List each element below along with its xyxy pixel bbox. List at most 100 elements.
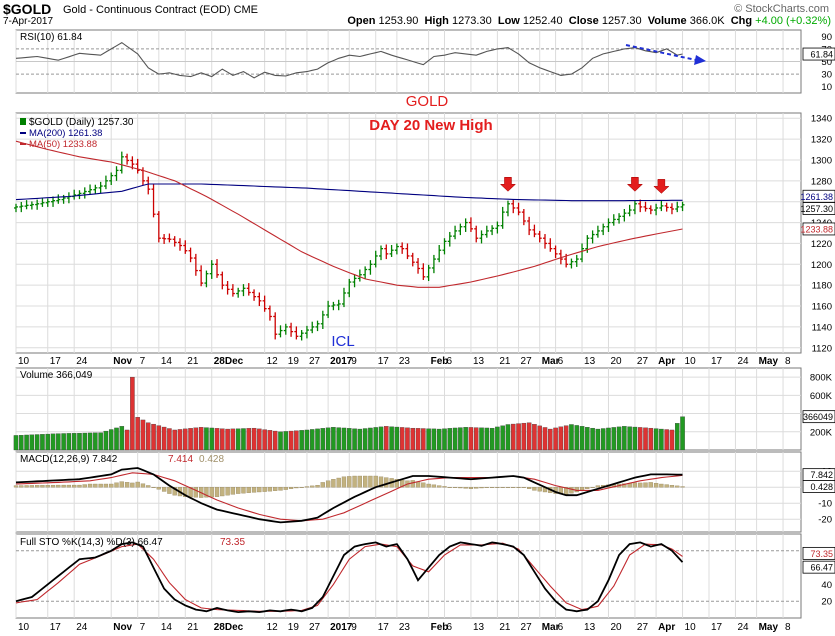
volume-bar bbox=[611, 427, 617, 451]
volume-bar bbox=[421, 428, 426, 451]
volume-bar bbox=[399, 427, 405, 451]
price-tick-label: 1160 bbox=[812, 302, 832, 313]
volume-bar bbox=[643, 427, 648, 451]
macd-histogram-bar bbox=[521, 487, 526, 488]
sto-d-last-value: 73.35 bbox=[810, 549, 833, 559]
sto-tick-label: 20 bbox=[821, 597, 832, 608]
bottom-x-tick-label: 27 bbox=[637, 622, 649, 633]
macd-histogram-bar bbox=[373, 475, 378, 488]
bottom-x-tick-label: 10 bbox=[18, 622, 30, 633]
bottom-x-tick-label: 27 bbox=[521, 622, 533, 633]
bottom-x-tick-label: 27 bbox=[309, 622, 321, 633]
price-x-tick-label: 27 bbox=[309, 356, 321, 367]
bottom-x-tick-label: 13 bbox=[473, 622, 485, 633]
rsi-tick-label: 30 bbox=[821, 70, 832, 81]
macd-histogram-bar bbox=[437, 485, 442, 488]
volume-bar bbox=[548, 428, 553, 451]
volume-bar bbox=[331, 427, 336, 451]
volume-bar bbox=[209, 427, 214, 451]
volume-value: 366.0K bbox=[689, 15, 725, 27]
volume-bar bbox=[648, 427, 654, 451]
macd-histogram-bar bbox=[114, 482, 119, 488]
macd-histogram-bar bbox=[638, 482, 643, 488]
macd-histogram-bar bbox=[29, 485, 35, 488]
rsi-tick-label: 10 bbox=[821, 82, 832, 93]
bottom-x-tick-label: 23 bbox=[399, 622, 411, 633]
price-x-tick-label: 17 bbox=[50, 356, 62, 367]
macd-histogram-bar bbox=[352, 475, 357, 488]
volume-bar bbox=[257, 428, 262, 451]
price-panel bbox=[15, 112, 802, 354]
volume-bar bbox=[24, 434, 29, 451]
price-x-tick-label: 13 bbox=[584, 356, 596, 367]
macd-histogram-bar bbox=[109, 483, 114, 488]
macd-tick-label: -10 bbox=[818, 499, 832, 510]
bottom-x-tick-label: 6 bbox=[558, 622, 564, 633]
volume-bar bbox=[447, 428, 453, 451]
macd-histogram-bar bbox=[103, 483, 109, 488]
volume-bar bbox=[675, 423, 680, 451]
bottom-x-tick-label: 17 bbox=[378, 622, 390, 633]
macd-histogram-bar bbox=[257, 487, 262, 493]
bottom-x-tick-label: 24 bbox=[737, 622, 749, 633]
volume-bar bbox=[130, 376, 135, 451]
macd-histogram-bar bbox=[294, 487, 299, 489]
macd-legend-signal: 7.414 bbox=[168, 454, 193, 465]
macd-histogram-bar bbox=[336, 477, 341, 488]
macd-histogram-bar bbox=[93, 483, 98, 488]
macd-histogram-bar bbox=[484, 487, 489, 488]
volume-bar bbox=[71, 433, 77, 451]
volume-bar bbox=[627, 426, 632, 451]
volume-bar bbox=[220, 428, 225, 451]
macd-histogram-bar bbox=[659, 483, 664, 488]
volume-bar bbox=[283, 431, 289, 451]
volume-bar bbox=[410, 427, 415, 451]
volume-bar bbox=[172, 429, 177, 451]
volume-bar bbox=[336, 427, 341, 451]
macd-histogram-bar bbox=[161, 487, 167, 492]
macd-histogram-bar bbox=[146, 485, 151, 488]
macd-histogram-bar bbox=[135, 481, 140, 488]
macd-histogram-bar bbox=[241, 487, 246, 494]
macd-histogram-bar bbox=[72, 484, 77, 488]
macd-histogram-bar bbox=[569, 487, 574, 494]
macd-histogram-bar bbox=[13, 485, 19, 488]
macd-histogram-bar bbox=[246, 487, 251, 493]
macd-histogram-bar bbox=[463, 487, 468, 489]
volume-bar bbox=[214, 428, 220, 451]
macd-histogram-bar bbox=[479, 487, 484, 489]
price-x-tick-label: Nov bbox=[113, 356, 132, 367]
price-tick-label: 1200 bbox=[811, 260, 832, 271]
volume-bar bbox=[140, 419, 146, 451]
macd-histogram-bar bbox=[680, 486, 685, 488]
volume-bar bbox=[516, 423, 521, 451]
rsi-trend-arrow-head bbox=[694, 55, 706, 65]
sto-k-last-value-box bbox=[802, 560, 835, 574]
volume-bar bbox=[161, 426, 167, 451]
bottom-x-tick-label: Apr bbox=[658, 622, 675, 633]
macd-histogram-bar bbox=[151, 487, 156, 488]
volume-bar bbox=[304, 429, 310, 451]
volume-bar bbox=[241, 428, 246, 451]
brand-watermark: © StockCharts.com bbox=[734, 3, 829, 15]
volume-bar bbox=[347, 428, 352, 451]
macd-histogram-bar bbox=[675, 485, 680, 488]
ma200-legend: MA(200) 1261.38 bbox=[29, 128, 102, 139]
macd-histogram-bar bbox=[442, 486, 447, 488]
macd-histogram-bar bbox=[384, 477, 389, 488]
volume-bar bbox=[463, 427, 468, 451]
volume-bar bbox=[56, 433, 61, 451]
macd-histogram-bar bbox=[24, 485, 29, 488]
volume-bar bbox=[103, 430, 109, 451]
volume-tick-label: 800K bbox=[810, 373, 833, 384]
macd-histogram-bar bbox=[505, 487, 511, 488]
macd-histogram-bar bbox=[378, 476, 384, 488]
bottom-x-tick-label: May bbox=[759, 622, 779, 633]
price-tick-label: 1220 bbox=[811, 239, 832, 250]
macd-histogram-bar bbox=[288, 487, 294, 489]
volume-bar bbox=[262, 429, 267, 451]
rsi-tick-label: 90 bbox=[821, 32, 832, 43]
rsi-legend: RSI(10) 61.84 bbox=[20, 32, 83, 43]
macd-histogram-bar bbox=[516, 487, 521, 488]
sto-legend-d: 73.35 bbox=[220, 537, 245, 548]
